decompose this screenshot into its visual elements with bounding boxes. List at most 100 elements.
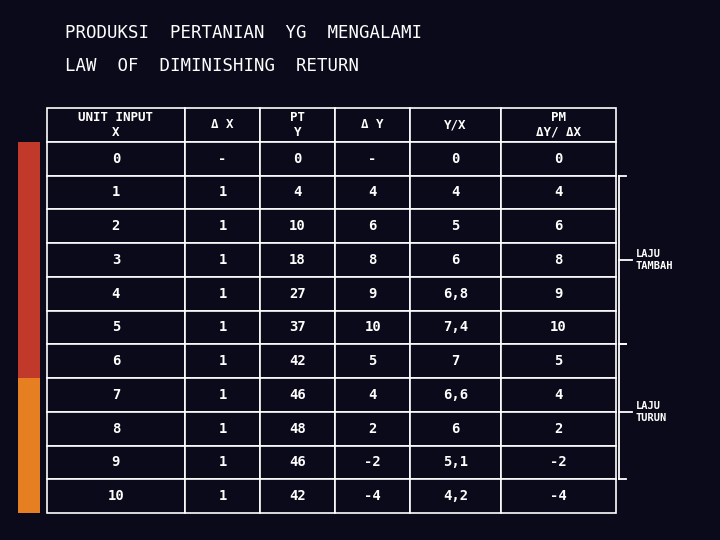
Bar [47, 176, 185, 209]
Text: -4: -4 [364, 489, 381, 503]
Text: 0: 0 [554, 152, 562, 166]
Text: 37: 37 [289, 320, 306, 334]
Bar [18, 310, 40, 345]
Bar [18, 209, 40, 243]
Bar [501, 108, 616, 141]
Text: 4: 4 [294, 185, 302, 199]
Text: -2: -2 [550, 455, 567, 469]
Text: 8: 8 [112, 422, 120, 436]
Bar [47, 141, 185, 176]
Text: 4: 4 [369, 185, 377, 199]
Bar [410, 378, 501, 411]
Bar [18, 141, 40, 176]
Bar [335, 108, 410, 141]
Text: 1: 1 [218, 354, 227, 368]
Text: 1: 1 [218, 253, 227, 267]
Text: 6: 6 [112, 354, 120, 368]
Text: LAJU
TAMBAH: LAJU TAMBAH [636, 249, 673, 271]
Bar [410, 108, 501, 141]
Text: 6,8: 6,8 [443, 287, 468, 301]
Text: 9: 9 [369, 287, 377, 301]
Bar [501, 243, 616, 276]
Text: 0: 0 [294, 152, 302, 166]
Bar [185, 141, 260, 176]
Text: PRODUKSI  PERTANIAN  YG  MENGALAMI: PRODUKSI PERTANIAN YG MENGALAMI [65, 24, 422, 42]
Bar [410, 345, 501, 378]
Text: Δ Y: Δ Y [361, 118, 384, 131]
Bar [410, 209, 501, 243]
Bar [185, 209, 260, 243]
Text: -: - [369, 152, 377, 166]
Text: 42: 42 [289, 489, 306, 503]
Bar [501, 176, 616, 209]
Bar [410, 176, 501, 209]
Text: 18: 18 [289, 253, 306, 267]
Text: 48: 48 [289, 422, 306, 436]
Bar [260, 108, 335, 141]
Text: LAJU
TURUN: LAJU TURUN [636, 401, 667, 422]
Text: 42: 42 [289, 354, 306, 368]
Text: 7: 7 [112, 388, 120, 402]
Text: 8: 8 [554, 253, 562, 267]
Bar [260, 276, 335, 310]
Bar [18, 243, 40, 276]
Bar [260, 446, 335, 480]
Text: 1: 1 [218, 489, 227, 503]
Text: 4: 4 [554, 185, 562, 199]
Bar [501, 209, 616, 243]
Bar [185, 411, 260, 446]
Bar [501, 480, 616, 513]
Text: UNIT INPUT
X: UNIT INPUT X [78, 111, 153, 139]
Text: 8: 8 [369, 253, 377, 267]
Bar [185, 345, 260, 378]
Bar [185, 378, 260, 411]
Text: 1: 1 [218, 287, 227, 301]
Text: 4: 4 [451, 185, 460, 199]
Bar [185, 276, 260, 310]
Bar [260, 176, 335, 209]
Text: 3: 3 [112, 253, 120, 267]
Bar [47, 378, 185, 411]
Text: 7: 7 [451, 354, 460, 368]
Text: 4: 4 [554, 388, 562, 402]
Bar [501, 276, 616, 310]
Text: 1: 1 [218, 422, 227, 436]
Text: 9: 9 [554, 287, 562, 301]
Text: 9: 9 [112, 455, 120, 469]
Text: 1: 1 [112, 185, 120, 199]
Text: -: - [218, 152, 227, 166]
Bar [185, 480, 260, 513]
Bar [501, 310, 616, 345]
Bar [260, 378, 335, 411]
Text: 1: 1 [218, 185, 227, 199]
Bar [335, 276, 410, 310]
Bar [410, 411, 501, 446]
Bar [260, 209, 335, 243]
Bar [18, 411, 40, 446]
Bar [185, 108, 260, 141]
Text: 5: 5 [554, 354, 562, 368]
Bar [501, 411, 616, 446]
Text: 0: 0 [451, 152, 460, 166]
Bar [410, 141, 501, 176]
Text: 6: 6 [451, 422, 460, 436]
Bar [410, 276, 501, 310]
Text: 4,2: 4,2 [443, 489, 468, 503]
Text: 10: 10 [107, 489, 125, 503]
Text: 1: 1 [218, 219, 227, 233]
Bar [18, 345, 40, 378]
Text: 6: 6 [369, 219, 377, 233]
Text: PM
ΔY/ ΔX: PM ΔY/ ΔX [536, 111, 581, 139]
Text: 1: 1 [218, 320, 227, 334]
Text: 5: 5 [451, 219, 460, 233]
Text: 2: 2 [369, 422, 377, 436]
Text: 46: 46 [289, 455, 306, 469]
Bar [185, 446, 260, 480]
Text: Y/X: Y/X [444, 118, 467, 131]
Bar [410, 243, 501, 276]
Bar [18, 276, 40, 310]
Bar [18, 446, 40, 480]
Text: 10: 10 [550, 320, 567, 334]
Bar [335, 411, 410, 446]
Bar [47, 411, 185, 446]
